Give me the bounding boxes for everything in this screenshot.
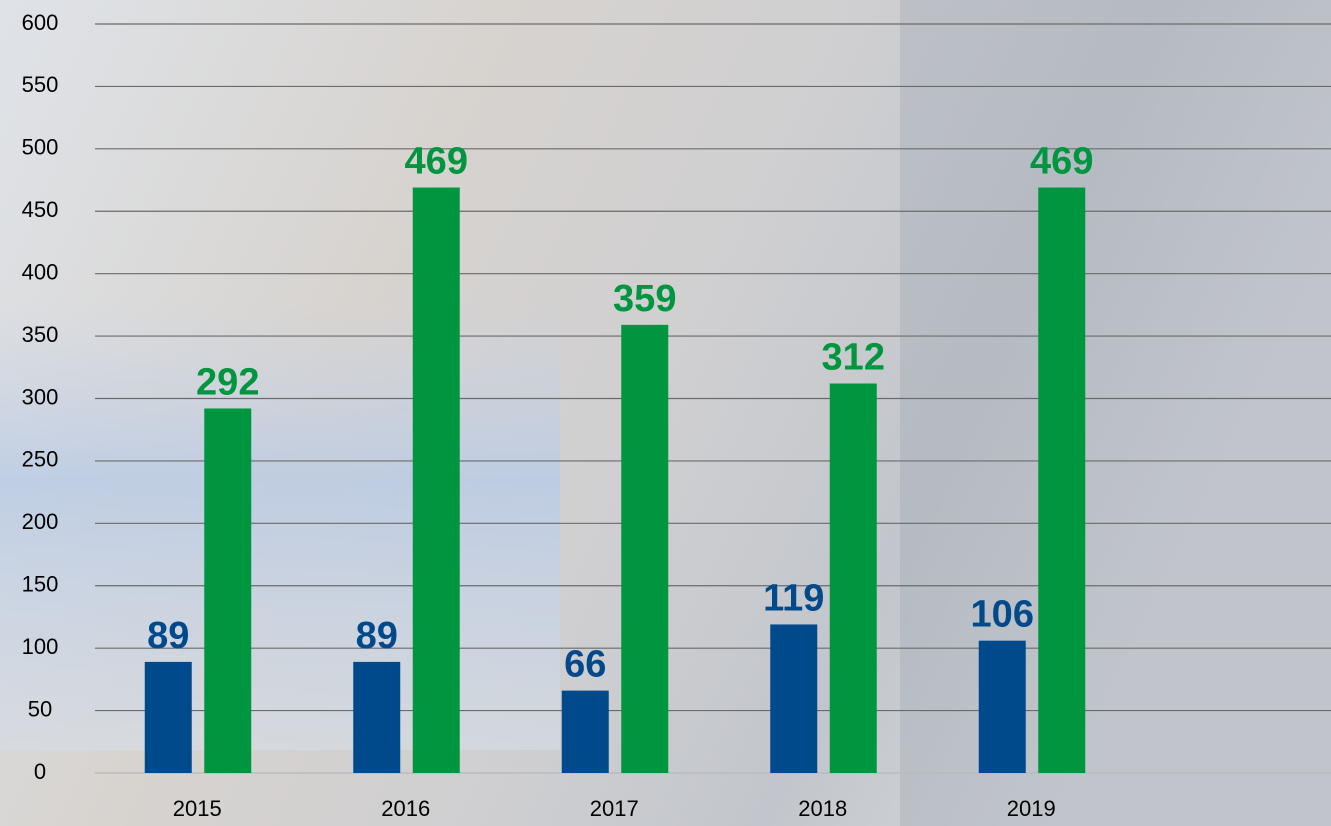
bar (770, 624, 818, 773)
bar (353, 661, 401, 773)
value-label: 66 (564, 644, 606, 686)
x-tick-label: 2018 (798, 796, 847, 821)
bar (621, 324, 669, 773)
y-tick-label: 150 (22, 572, 59, 597)
value-label: 119 (763, 577, 824, 619)
background-shade (900, 0, 1331, 826)
y-tick-label: 50 (28, 696, 52, 721)
value-label: 359 (613, 278, 676, 320)
bar (412, 187, 460, 773)
value-label: 469 (405, 141, 468, 183)
bar (829, 383, 877, 773)
y-tick-label: 250 (22, 447, 59, 472)
value-label: 106 (971, 594, 1034, 636)
y-tick-label: 600 (22, 10, 59, 35)
y-tick-label: 200 (22, 509, 59, 534)
value-label: 89 (356, 615, 398, 657)
value-label: 312 (822, 337, 885, 379)
value-label: 89 (147, 615, 189, 657)
x-tick-label: 2015 (173, 796, 222, 821)
value-label: 292 (196, 362, 259, 404)
x-tick-label: 2019 (1007, 796, 1056, 821)
y-tick-label: 500 (22, 135, 59, 160)
plot: 0 50 100 150 200 250 300 350 400 450 500 550 600 2015… (22, 10, 1331, 821)
value-label: 469 (1030, 141, 1093, 183)
bar (204, 408, 252, 773)
y-tick-label: 100 (22, 634, 59, 659)
bar (144, 661, 192, 773)
bar (1038, 187, 1086, 773)
x-tick-label: 2017 (590, 796, 639, 821)
y-tick-label: 0 (34, 759, 46, 784)
y-tick-label: 350 (22, 322, 59, 347)
y-tick-label: 450 (22, 197, 59, 222)
background-tint (0, 300, 560, 750)
y-tick-label: 400 (22, 259, 59, 284)
bar (978, 640, 1026, 773)
y-tick-label: 550 (22, 72, 59, 97)
y-tick-label: 300 (22, 384, 59, 409)
bar (561, 690, 609, 773)
x-tick-label: 2016 (381, 796, 430, 821)
